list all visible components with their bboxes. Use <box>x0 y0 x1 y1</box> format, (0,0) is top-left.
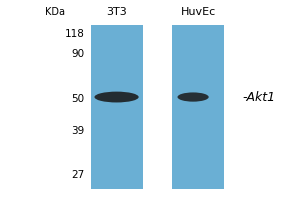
Text: 39: 39 <box>71 126 85 136</box>
Text: 118: 118 <box>65 29 85 39</box>
Ellipse shape <box>94 92 139 102</box>
Text: -Akt1: -Akt1 <box>242 91 275 104</box>
Text: 90: 90 <box>71 49 85 59</box>
Text: KDa: KDa <box>45 7 65 17</box>
Text: HuvEc: HuvEc <box>181 7 216 17</box>
Text: 3T3: 3T3 <box>106 7 127 17</box>
Ellipse shape <box>178 92 209 102</box>
Bar <box>91 25 142 189</box>
Bar <box>172 25 224 189</box>
Bar <box>142 25 172 189</box>
Text: 27: 27 <box>71 170 85 180</box>
Text: 50: 50 <box>71 94 85 104</box>
